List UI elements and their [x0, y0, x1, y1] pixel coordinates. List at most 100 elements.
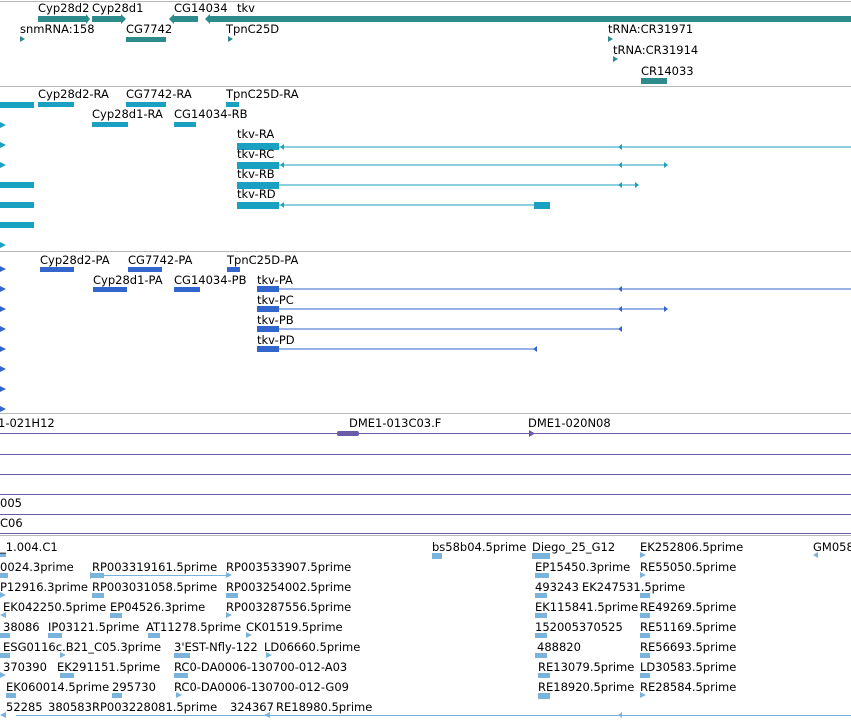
est-label[interactable]: EK042250.5prime [3, 600, 107, 614]
protein-bar-cg7742-pa[interactable] [128, 267, 162, 272]
protein-bar-tpnc25d-pa[interactable] [227, 267, 240, 272]
protein-bar-cyp28d1-pa[interactable] [93, 287, 127, 292]
clone-label-c06[interactable]: C06 [0, 516, 23, 530]
est-label[interactable]: EK060014.5prime [6, 680, 110, 694]
gene-label-cg14034[interactable]: CG14034 [174, 1, 228, 15]
est-label[interactable]: EK291151.5prime [57, 660, 161, 674]
protein-label-tpnc25d-pa[interactable]: TpnC25D-PA [227, 253, 299, 267]
est-label[interactable]: IP03121.5prime [48, 620, 140, 634]
est-label[interactable]: RE18980.5prime [276, 700, 373, 714]
clone-bar-dme1-013c03[interactable] [337, 431, 359, 436]
est-label[interactable]: RP003319161.5prime [92, 560, 218, 574]
est-label[interactable]: RE55050.5prime [640, 560, 737, 574]
est-label[interactable]: GM058 [813, 540, 851, 554]
est-label[interactable]: RE28584.5prime [640, 680, 737, 694]
est-label[interactable]: 380583 [48, 700, 92, 714]
est-label[interactable]: 493243 [535, 580, 579, 594]
transcript-label-tkv-rb[interactable]: tkv-RB [237, 167, 275, 181]
protein-label-tkv-pc[interactable]: tkv-PC [257, 293, 294, 307]
est-label[interactable]: 488820 [537, 640, 581, 654]
transcript-bar-tpnc25d-ra[interactable] [226, 102, 239, 107]
transcript-bar-cyp28d1-ra[interactable] [92, 122, 128, 127]
est-label[interactable]: RP003287556.5prime [226, 600, 352, 614]
protein-label-cg14034-pb[interactable]: CG14034-PB [174, 273, 247, 287]
est-label[interactable]: RP003228081.5prime [92, 700, 218, 714]
gene-bar-cyp28d1[interactable] [92, 16, 122, 22]
gene-bar-cg14034[interactable] [174, 16, 198, 22]
est-label[interactable]: EK252806.5prime [640, 540, 744, 554]
protein-label-cg7742-pa[interactable]: CG7742-PA [128, 253, 193, 267]
est-label[interactable]: EP15450.3prime [535, 560, 631, 574]
protein-label-tkv-pb[interactable]: tkv-PB [257, 313, 294, 327]
est-label[interactable]: RP003254002.5prime [226, 580, 352, 594]
est-label[interactable]: RE56693.5prime [640, 640, 737, 654]
transcript-label-cg7742-ra[interactable]: CG7742-RA [126, 87, 192, 101]
est-label[interactable]: P12916.3prime [0, 580, 88, 594]
clone-label-021h12[interactable]: 1-021H12 [0, 416, 55, 430]
transcript-bar-cg14034-rb[interactable] [174, 122, 196, 127]
protein-bar-tkv-pd[interactable] [257, 346, 279, 352]
gene-label-tkv[interactable]: tkv [237, 1, 255, 15]
est-label[interactable]: LD30583.5prime [640, 660, 737, 674]
transcript-label-tkv-rd[interactable]: tkv-RD [237, 187, 276, 201]
gene-label-trna-cr31971[interactable]: tRNA:CR31971 [608, 22, 694, 36]
transcript-bar-tkv-rd[interactable] [237, 202, 279, 209]
protein-bar-cg14034-pb[interactable] [174, 287, 200, 292]
est-label[interactable]: AT11278.5prime [146, 620, 242, 634]
est-label[interactable]: RC0-DA0006-130700-012-A03 [174, 660, 348, 674]
transcript-label-cyp28d2-ra[interactable]: Cyp28d2-RA [38, 87, 109, 101]
est-label[interactable]: RP003533907.5prime [226, 560, 352, 574]
transcript-label-tkv-rc[interactable]: tkv-RC [237, 147, 275, 161]
est-label[interactable]: 295730 [112, 680, 156, 694]
gene-label-cr14033[interactable]: CR14033 [641, 64, 694, 78]
est-label[interactable]: LD06660.5prime [264, 640, 361, 654]
est-label[interactable]: 370390 [3, 660, 47, 674]
est-label[interactable]: 324367 [230, 700, 274, 714]
gene-label-trna-cr31914[interactable]: tRNA:CR31914 [613, 43, 699, 57]
est-label[interactable]: RE51169.5prime [640, 620, 737, 634]
transcript-bar-tkv-ra[interactable] [237, 143, 279, 150]
transcript-label-cyp28d1-ra[interactable]: Cyp28d1-RA [92, 107, 163, 121]
gene-label-cyp28d2[interactable]: Cyp28d2 [38, 1, 90, 15]
est-label[interactable]: 52285 [6, 700, 43, 714]
gene-label-tpnc25d[interactable]: TpnC25D [226, 22, 280, 36]
est-label[interactable]: EK247531.5prime [582, 580, 686, 594]
est-label[interactable]: EP04526.3prime [110, 600, 206, 614]
transcript-bar-tkv-rb[interactable] [237, 182, 279, 189]
transcript-bar-tkv-rc[interactable] [237, 162, 279, 169]
clone-label-dme1-013c03[interactable]: DME1-013C03.F [349, 416, 442, 430]
protein-label-tkv-pd[interactable]: tkv-PD [257, 333, 295, 347]
gene-label-snmrna-158[interactable]: snmRNA:158 [20, 22, 95, 36]
est-label[interactable]: 38086 [3, 620, 40, 634]
est-label[interactable]: _1.004.C1 [0, 540, 58, 554]
est-label[interactable]: RE13079.5prime [538, 660, 635, 674]
transcript-label-tpnc25d-ra[interactable]: TpnC25D-RA [226, 87, 299, 101]
transcript-label-cg14034-rb[interactable]: CG14034-RB [174, 107, 248, 121]
gene-bar-cyp28d2[interactable] [38, 16, 88, 22]
est-label[interactable]: RC0-DA0006-130700-012-G09 [174, 680, 349, 694]
est-label[interactable]: RP003031058.5prime [92, 580, 218, 594]
clone-label-dme1-020n08[interactable]: DME1-020N08 [528, 416, 611, 430]
gene-bar-tkv[interactable] [210, 16, 851, 22]
est-label[interactable]: EK115841.5prime [535, 600, 639, 614]
est-label[interactable]: ESG0116c.B21_C05.3prime [3, 640, 162, 654]
transcript-label-tkv-ra[interactable]: tkv-RA [237, 127, 275, 141]
protein-label-tkv-pa[interactable]: tkv-PA [257, 273, 293, 287]
gene-label-cg7742[interactable]: CG7742 [126, 22, 173, 36]
est-label[interactable]: CK01519.5prime [246, 620, 343, 634]
gene-bar-cg7742[interactable] [126, 37, 166, 42]
est-label[interactable]: 0024.3prime [0, 560, 74, 574]
transcript-bar-cg7742-ra[interactable] [126, 102, 166, 107]
protein-label-cyp28d2-pa[interactable]: Cyp28d2-PA [40, 253, 110, 267]
clone-label-005[interactable]: 005 [0, 496, 22, 510]
est-label[interactable]: 152005370525 [535, 620, 623, 634]
est-label[interactable]: RE49269.5prime [640, 600, 737, 614]
est-label[interactable]: bs58b04.5prime [432, 540, 527, 554]
gene-label-cyp28d1[interactable]: Cyp28d1 [92, 1, 144, 15]
protein-bar-cyp28d2-pa[interactable] [40, 267, 74, 272]
protein-label-cyp28d1-pa[interactable]: Cyp28d1-PA [93, 273, 163, 287]
protein-bar-tkv-pc[interactable] [257, 306, 279, 312]
protein-bar-tkv-pb[interactable] [257, 326, 279, 332]
gene-bar-cr14033[interactable] [641, 78, 667, 84]
est-label[interactable]: Diego_25_G12 [532, 540, 616, 554]
